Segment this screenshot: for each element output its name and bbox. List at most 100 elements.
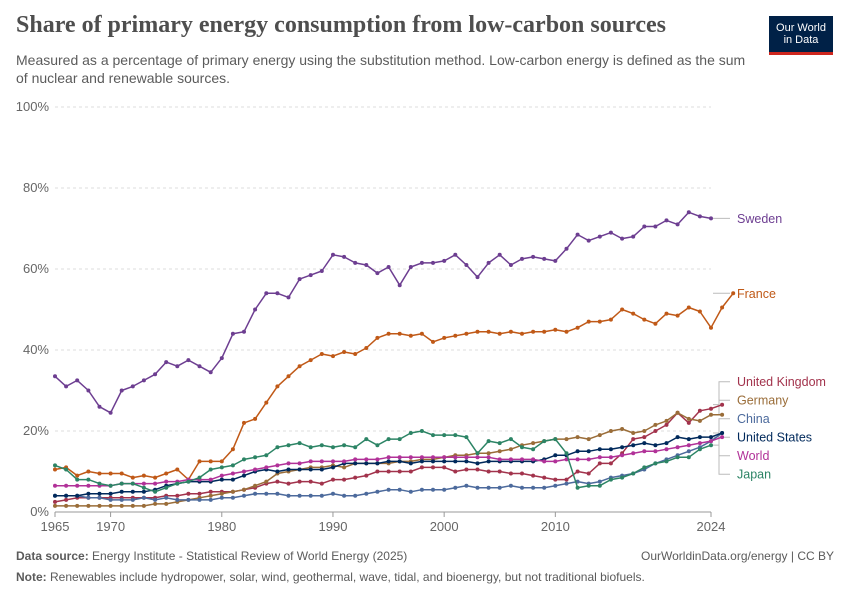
data-point xyxy=(620,236,625,241)
data-point xyxy=(442,433,447,438)
data-point xyxy=(297,441,302,446)
data-point xyxy=(453,469,458,474)
data-point xyxy=(375,271,380,276)
data-point xyxy=(97,495,102,500)
data-point xyxy=(53,483,57,488)
data-point xyxy=(686,437,691,442)
source-text[interactable]: Energy Institute - Statistical Review of… xyxy=(92,549,408,563)
series-label-united-kingdom[interactable]: United Kingdom xyxy=(737,375,826,389)
data-point xyxy=(208,489,213,494)
data-point xyxy=(408,431,413,435)
data-point xyxy=(208,493,213,498)
data-point xyxy=(353,493,358,498)
data-point xyxy=(297,467,302,472)
data-point xyxy=(331,477,335,482)
series-label-germany[interactable]: Germany xyxy=(737,394,789,408)
data-point xyxy=(97,491,102,496)
data-point xyxy=(531,329,536,334)
data-point xyxy=(697,408,702,413)
data-point xyxy=(642,465,647,470)
data-point xyxy=(686,420,691,425)
data-point xyxy=(686,210,691,215)
data-point xyxy=(275,445,280,450)
data-point xyxy=(575,325,580,330)
data-point xyxy=(731,291,736,296)
data-point xyxy=(475,275,480,280)
data-point xyxy=(331,354,335,359)
data-point xyxy=(453,485,458,490)
data-point xyxy=(264,291,269,296)
data-point xyxy=(175,497,180,502)
series-label-sweden[interactable]: Sweden xyxy=(737,212,782,226)
data-point xyxy=(586,483,591,488)
data-point xyxy=(219,477,224,482)
data-point xyxy=(242,487,246,492)
data-point xyxy=(264,491,269,496)
data-point xyxy=(53,503,57,508)
series-united-kingdom[interactable] xyxy=(53,402,725,504)
data-point xyxy=(686,305,691,310)
data-point xyxy=(431,433,435,438)
data-point xyxy=(86,503,91,508)
data-point xyxy=(508,447,513,452)
data-point xyxy=(86,469,91,474)
series-label-china[interactable]: China xyxy=(737,412,770,426)
data-point xyxy=(486,469,491,474)
data-point xyxy=(686,443,691,448)
series-line-france[interactable] xyxy=(54,292,734,481)
series-label-united-states[interactable]: United States xyxy=(737,431,812,445)
data-point xyxy=(242,469,246,474)
data-point xyxy=(453,455,458,460)
data-point xyxy=(64,483,69,488)
data-point xyxy=(364,346,369,350)
data-point xyxy=(119,489,124,494)
data-point xyxy=(464,483,469,488)
note-line: Note: Renewables include hydropower, sol… xyxy=(16,570,645,584)
credit-link[interactable]: OurWorldinData.org/energy | CC BY xyxy=(641,549,834,563)
series-line-sweden[interactable] xyxy=(54,211,712,414)
series-japan[interactable] xyxy=(53,429,713,494)
data-point xyxy=(464,459,469,464)
data-point xyxy=(108,410,113,415)
data-point xyxy=(542,256,547,261)
data-point xyxy=(175,481,180,486)
data-point xyxy=(75,477,80,482)
series-germany[interactable] xyxy=(53,410,725,508)
data-point xyxy=(286,295,291,300)
data-point xyxy=(697,435,702,440)
data-point xyxy=(486,439,491,444)
label-connector xyxy=(713,381,730,406)
data-point xyxy=(553,483,558,488)
data-point xyxy=(319,467,324,472)
data-point xyxy=(453,333,458,338)
data-point xyxy=(319,481,324,486)
series-label-world[interactable]: World xyxy=(737,449,769,463)
series-label-japan[interactable]: Japan xyxy=(737,468,771,482)
data-point xyxy=(75,473,80,478)
data-point xyxy=(564,477,569,482)
data-point xyxy=(264,400,269,405)
data-point xyxy=(219,465,224,470)
data-point xyxy=(108,483,113,488)
data-point xyxy=(130,475,135,480)
data-point xyxy=(308,493,313,498)
data-point xyxy=(275,291,280,296)
series-sweden[interactable] xyxy=(53,210,713,415)
data-point xyxy=(531,473,536,478)
series-label-france[interactable]: France xyxy=(737,287,776,301)
data-point xyxy=(697,441,702,446)
data-point xyxy=(153,481,158,486)
data-point xyxy=(419,459,424,464)
data-point xyxy=(297,479,302,484)
data-point xyxy=(153,501,158,506)
data-point xyxy=(342,459,347,464)
data-point xyxy=(553,453,558,458)
owid-logo[interactable]: Our World in Data xyxy=(769,16,833,55)
data-point xyxy=(464,435,469,440)
data-point xyxy=(308,459,313,464)
data-point xyxy=(319,443,324,448)
data-point xyxy=(631,431,636,435)
series-france[interactable] xyxy=(53,291,736,482)
data-point xyxy=(697,214,702,219)
data-point xyxy=(520,457,524,462)
